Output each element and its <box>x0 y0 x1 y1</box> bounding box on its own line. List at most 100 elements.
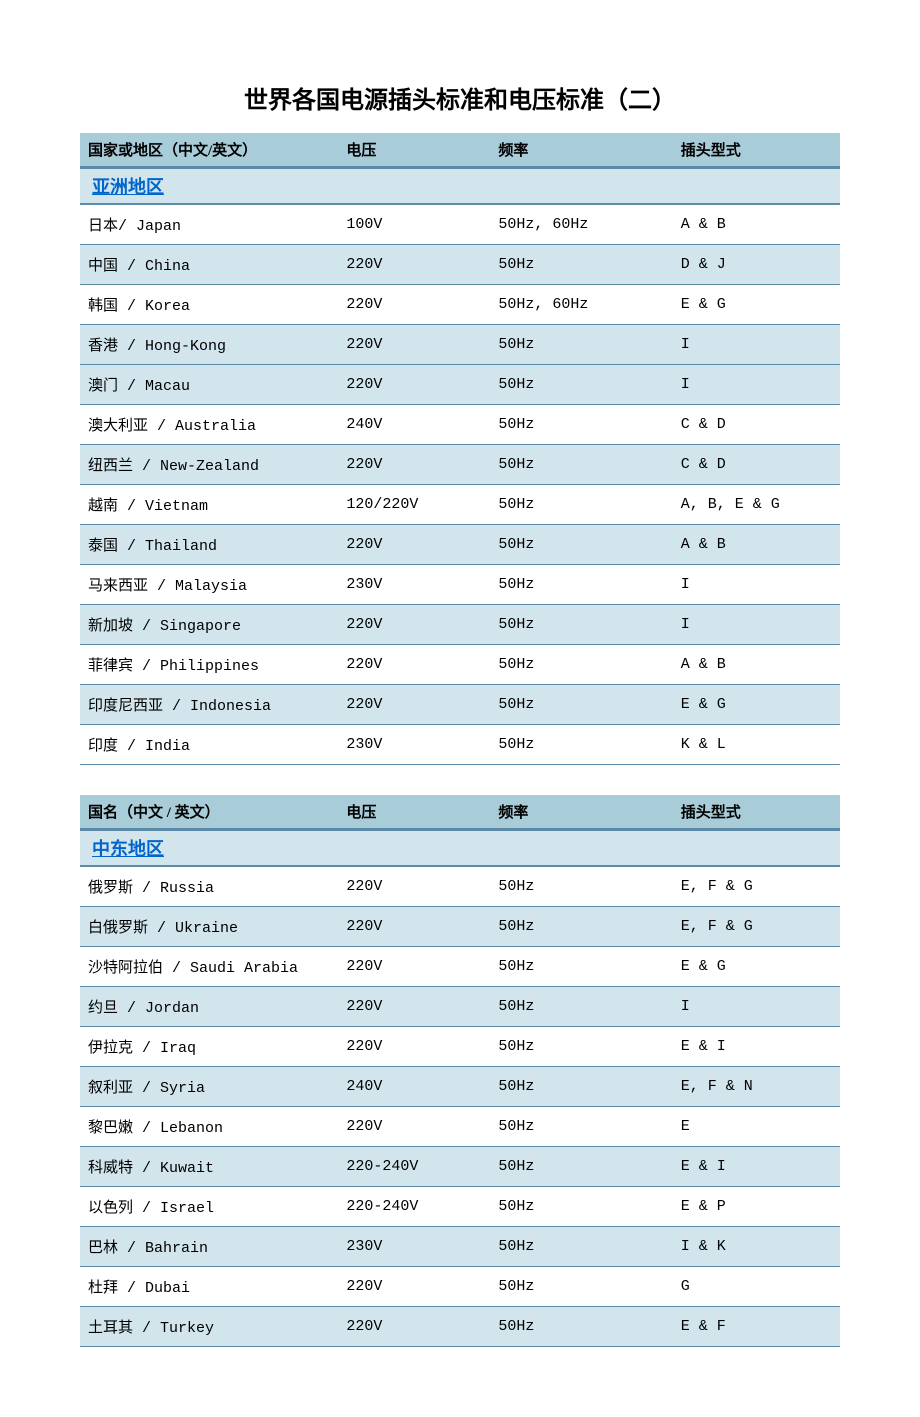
table-cell: E & G <box>673 285 840 325</box>
table-cell: 50Hz <box>490 245 672 285</box>
table-row: 澳门 / Macau220V50HzI <box>80 365 840 405</box>
table-cell: 50Hz <box>490 525 672 565</box>
table-cell: E & F <box>673 1307 840 1347</box>
section-title: 中东地区 <box>86 835 170 863</box>
table-cell: 巴林 / Bahrain <box>80 1227 338 1267</box>
table-cell: 50Hz <box>490 565 672 605</box>
table-cell: C & D <box>673 445 840 485</box>
table-cell: 240V <box>338 405 490 445</box>
column-header: 国家或地区（中文/英文） <box>80 133 338 168</box>
table-cell: 220V <box>338 907 490 947</box>
table-cell: 50Hz <box>490 1307 672 1347</box>
table-cell: 印度 / India <box>80 725 338 765</box>
table-cell: 50Hz <box>490 1147 672 1187</box>
table-cell: 伊拉克 / Iraq <box>80 1027 338 1067</box>
column-header: 插头型式 <box>673 133 840 168</box>
table-row: 纽西兰 / New-Zealand220V50HzC & D <box>80 445 840 485</box>
table-cell: E, F & N <box>673 1067 840 1107</box>
table-cell: 220V <box>338 1107 490 1147</box>
table-cell: 纽西兰 / New-Zealand <box>80 445 338 485</box>
table-cell: 黎巴嫩 / Lebanon <box>80 1107 338 1147</box>
table-row: 巴林 / Bahrain230V50HzI & K <box>80 1227 840 1267</box>
table-cell: 50Hz <box>490 325 672 365</box>
table-cell: 220V <box>338 645 490 685</box>
table-cell: 220-240V <box>338 1187 490 1227</box>
table-row: 约旦 / Jordan220V50HzI <box>80 987 840 1027</box>
table-row: 黎巴嫩 / Lebanon220V50HzE <box>80 1107 840 1147</box>
table-cell: E & G <box>673 947 840 987</box>
table-cell: 220V <box>338 285 490 325</box>
table-cell: I <box>673 365 840 405</box>
table-cell: E <box>673 1107 840 1147</box>
table-row: 科威特 / Kuwait220-240V50HzE & I <box>80 1147 840 1187</box>
table-cell: 叙利亚 / Syria <box>80 1067 338 1107</box>
table-cell: 韩国 / Korea <box>80 285 338 325</box>
column-header: 国名（中文 / 英文） <box>80 795 338 830</box>
table-cell: 50Hz <box>490 445 672 485</box>
table-cell: 日本/ Japan <box>80 204 338 245</box>
table-cell: I & K <box>673 1227 840 1267</box>
table-row: 伊拉克 / Iraq220V50HzE & I <box>80 1027 840 1067</box>
page-title: 世界各国电源插头标准和电压标准（二） <box>80 80 840 115</box>
table-cell: 50Hz <box>490 365 672 405</box>
table-cell: E & P <box>673 1187 840 1227</box>
table-cell: I <box>673 325 840 365</box>
table-row: 印度 / India230V50HzK & L <box>80 725 840 765</box>
table-cell: 50Hz <box>490 1107 672 1147</box>
table-cell: 澳大利亚 / Australia <box>80 405 338 445</box>
table-row: 菲律宾 / Philippines220V50HzA & B <box>80 645 840 685</box>
table-cell: 220V <box>338 325 490 365</box>
table-cell: 俄罗斯 / Russia <box>80 866 338 907</box>
section-title: 亚洲地区 <box>86 173 170 201</box>
table-cell: 马来西亚 / Malaysia <box>80 565 338 605</box>
table-cell: 50Hz, 60Hz <box>490 204 672 245</box>
table-cell: C & D <box>673 405 840 445</box>
table-cell: E & G <box>673 685 840 725</box>
table-cell: 240V <box>338 1067 490 1107</box>
table-row: 韩国 / Korea220V50Hz, 60HzE & G <box>80 285 840 325</box>
table-cell: A & B <box>673 525 840 565</box>
table-row: 俄罗斯 / Russia220V50HzE, F & G <box>80 866 840 907</box>
table-row: 香港 / Hong-Kong220V50HzI <box>80 325 840 365</box>
column-header: 电压 <box>338 795 490 830</box>
table-cell: 220V <box>338 1027 490 1067</box>
table-cell: 220V <box>338 1307 490 1347</box>
table-cell: D & J <box>673 245 840 285</box>
table-cell: E & I <box>673 1147 840 1187</box>
table-cell: K & L <box>673 725 840 765</box>
table-cell: 50Hz <box>490 907 672 947</box>
data-table-1: 中东地区国名（中文 / 英文）电压频率插头型式俄罗斯 / Russia220V5… <box>80 795 840 1347</box>
table-cell: 220V <box>338 605 490 645</box>
table-row: 澳大利亚 / Australia240V50HzC & D <box>80 405 840 445</box>
table-cell: 220V <box>338 947 490 987</box>
table-cell: 220V <box>338 245 490 285</box>
table-cell: 泰国 / Thailand <box>80 525 338 565</box>
table-cell: 菲律宾 / Philippines <box>80 645 338 685</box>
table-row: 马来西亚 / Malaysia230V50HzI <box>80 565 840 605</box>
table-cell: A, B, E & G <box>673 485 840 525</box>
table-cell: 220V <box>338 987 490 1027</box>
table-cell: 50Hz <box>490 645 672 685</box>
table-cell: 沙特阿拉伯 / Saudi Arabia <box>80 947 338 987</box>
table-row: 日本/ Japan100V50Hz, 60HzA & B <box>80 204 840 245</box>
table-cell: 50Hz <box>490 405 672 445</box>
table-cell: I <box>673 565 840 605</box>
table-row: 以色列 / Israel220-240V50HzE & P <box>80 1187 840 1227</box>
table-cell: 约旦 / Jordan <box>80 987 338 1027</box>
table-cell: 50Hz <box>490 1027 672 1067</box>
column-header: 频率 <box>490 133 672 168</box>
table-cell: 50Hz <box>490 605 672 645</box>
table-cell: 50Hz, 60Hz <box>490 285 672 325</box>
table-row: 新加坡 / Singapore220V50HzI <box>80 605 840 645</box>
table-cell: 100V <box>338 204 490 245</box>
table-cell: 230V <box>338 1227 490 1267</box>
table-cell: E, F & G <box>673 866 840 907</box>
table-cell: 230V <box>338 565 490 605</box>
data-table-0: 亚洲地区国家或地区（中文/英文）电压频率插头型式日本/ Japan100V50H… <box>80 133 840 765</box>
table-cell: 越南 / Vietnam <box>80 485 338 525</box>
column-header: 频率 <box>490 795 672 830</box>
table-cell: 新加坡 / Singapore <box>80 605 338 645</box>
table-cell: 土耳其 / Turkey <box>80 1307 338 1347</box>
table-row: 叙利亚 / Syria240V50HzE, F & N <box>80 1067 840 1107</box>
table-cell: 220V <box>338 525 490 565</box>
